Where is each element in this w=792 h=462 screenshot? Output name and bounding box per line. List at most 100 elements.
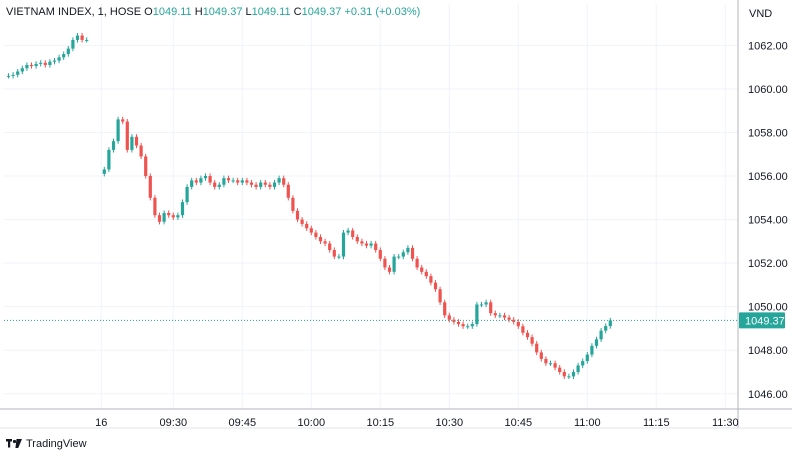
candle-body [75,35,80,40]
price-tick-label: 1046.00 [748,389,788,401]
candle-body [213,182,217,187]
candle-body [314,232,318,237]
candle-body [71,39,75,49]
low-value: 1049.11 [251,6,291,18]
price-axis[interactable]: VND 1046.00 1048.00 1050.00 1052.00 1054.00 10… [737,0,788,428]
time-axis[interactable]: 16 09:30 09:45 10:00 10:15 10:30 10:45 11:00 11:… [0,408,792,429]
candles [6,32,612,379]
candle-body [507,317,511,320]
candle-body [240,180,244,183]
grid-lines [4,4,738,409]
candle-body [286,184,290,198]
candle-body [48,61,52,65]
candle-body [121,119,125,122]
candle-body [203,176,208,179]
candle-body [525,332,530,338]
time-tick-label: 11:00 [574,417,601,429]
price-tick-label: 1048.00 [748,345,788,357]
time-tick-label: 16 [95,417,107,429]
candle-body [567,376,571,378]
candle-body [383,258,387,268]
candle-body [493,313,497,316]
candle-body [410,247,415,259]
candle-body [171,215,175,218]
candle-body [134,136,139,146]
candle-body [470,324,474,327]
candle-body [66,48,70,55]
candle-body [6,75,11,77]
price-tick-label: 1050.00 [748,302,788,314]
candle-body [489,302,493,314]
tradingview-logo-icon [6,439,22,448]
candle-body [332,250,336,257]
candle-body [111,141,116,150]
last-price-label: 1049.37 [745,315,785,327]
candle-body [530,337,534,344]
candle-body [11,74,15,76]
candle-body [553,363,557,368]
candle-body [16,71,20,75]
candle-body [249,182,254,185]
candle-body [305,223,309,229]
high-value: 1049.37 [202,6,243,18]
candle-body [318,236,323,242]
time-tick-label: 09:45 [229,417,257,429]
candle-body [116,119,120,142]
candle-body [364,243,369,246]
candle-body [130,136,134,150]
candle-body [254,184,258,187]
candle-body [479,304,484,306]
candle-body [406,247,410,253]
candle-body [282,178,286,185]
candle-body [162,213,166,222]
candle-body [34,63,38,67]
candle-body [291,197,295,211]
candle-body [571,371,576,377]
candle-body [39,62,43,64]
candle-body [420,267,424,272]
candle-body [387,267,392,272]
candle-body [415,258,419,268]
currency-label: VND [749,8,772,20]
close-label: C [293,6,302,18]
candle-body [374,243,378,251]
candle-body [502,315,507,318]
candle-body [263,182,267,185]
candle-body [562,371,566,377]
candle-body [594,339,599,346]
price-tick-label: 1056.00 [748,171,788,183]
candle-body [180,202,185,216]
candle-body [433,282,438,290]
tradingview-logo[interactable]: TradingView [6,438,87,450]
candle-body [397,256,401,258]
candle-body [521,326,525,333]
price-tick-label: 1060.00 [748,84,788,96]
time-tick-label: 10:30 [436,417,464,429]
candle-body [217,184,221,187]
price-tick-label: 1058.00 [748,127,788,139]
candle-body [360,241,364,244]
candle-body [185,186,189,203]
candle-body [144,156,148,177]
candle-body [167,213,171,216]
candle-body [475,304,479,325]
candle-body [355,236,359,242]
candle-body [512,319,516,322]
candle-body [300,219,304,224]
candle-body [498,315,502,317]
candle-body [231,180,235,182]
candle-body [558,367,562,372]
candle-body [378,250,382,259]
candle-body [309,228,313,233]
change-value: +0.31 (+0.03%) [344,6,421,18]
candle-body [208,176,212,183]
candle-body [604,326,608,331]
candle-body [272,182,277,187]
candle-body [107,149,111,170]
symbol-name: VIETNAM INDEX, 1, HOSE [6,6,142,18]
candle-body [194,180,198,183]
candle-body [424,271,428,277]
candle-body [62,54,66,58]
